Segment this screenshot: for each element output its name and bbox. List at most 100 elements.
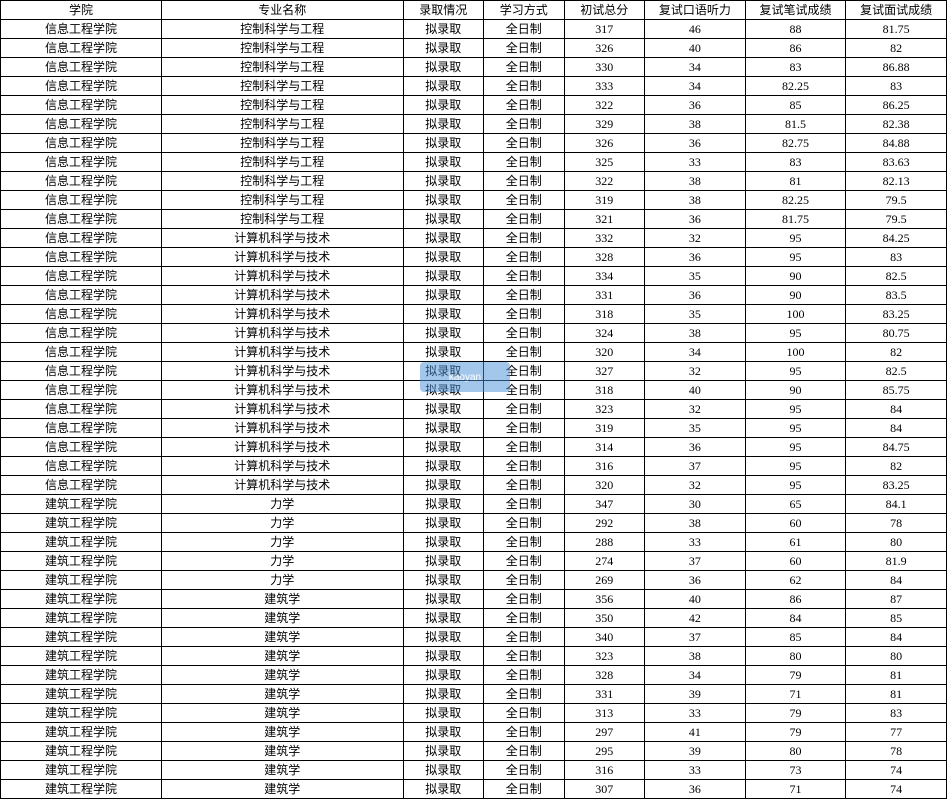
table-cell: 计算机科学与技术	[162, 267, 404, 286]
table-cell: 全日制	[484, 780, 565, 799]
table-cell: 拟录取	[403, 685, 484, 704]
table-cell: 79.5	[846, 191, 947, 210]
table-cell: 318	[564, 305, 645, 324]
table-cell: 信息工程学院	[1, 438, 162, 457]
table-cell: 356	[564, 590, 645, 609]
table-cell: 建筑学	[162, 628, 404, 647]
table-cell: 274	[564, 552, 645, 571]
table-cell: 329	[564, 115, 645, 134]
table-cell: 320	[564, 343, 645, 362]
table-cell: 81.9	[846, 552, 947, 571]
table-cell: 36	[645, 210, 746, 229]
table-cell: 84	[846, 400, 947, 419]
table-cell: 力学	[162, 571, 404, 590]
table-cell: 321	[564, 210, 645, 229]
table-cell: 81	[846, 666, 947, 685]
table-cell: 拟录取	[403, 58, 484, 77]
table-cell: 95	[745, 457, 846, 476]
table-cell: 力学	[162, 552, 404, 571]
table-cell: 控制科学与工程	[162, 134, 404, 153]
table-cell: 71	[745, 780, 846, 799]
table-cell: 83	[846, 77, 947, 96]
table-body: 信息工程学院控制科学与工程拟录取全日制317468881.75信息工程学院控制科…	[1, 20, 947, 799]
table-cell: 拟录取	[403, 533, 484, 552]
table-cell: 77	[846, 723, 947, 742]
table-cell: 36	[645, 286, 746, 305]
table-cell: 信息工程学院	[1, 362, 162, 381]
table-cell: 79	[745, 666, 846, 685]
table-cell: 86.88	[846, 58, 947, 77]
table-cell: 建筑工程学院	[1, 723, 162, 742]
table-cell: 347	[564, 495, 645, 514]
admission-table: 学院专业名称录取情况学习方式初试总分复试口语听力复试笔试成绩复试面试成绩 信息工…	[0, 0, 947, 799]
table-cell: 建筑工程学院	[1, 609, 162, 628]
table-cell: 全日制	[484, 476, 565, 495]
column-header-4: 初试总分	[564, 1, 645, 20]
table-row: 信息工程学院计算机科学与技术拟录取全日制3203410082	[1, 343, 947, 362]
table-cell: 82.13	[846, 172, 947, 191]
table-cell: 350	[564, 609, 645, 628]
table-row: 信息工程学院计算机科学与技术拟录取全日制3183510083.25	[1, 305, 947, 324]
table-cell: 61	[745, 533, 846, 552]
table-cell: 计算机科学与技术	[162, 362, 404, 381]
table-cell: 建筑工程学院	[1, 666, 162, 685]
table-cell: 力学	[162, 533, 404, 552]
table-cell: 269	[564, 571, 645, 590]
table-cell: 信息工程学院	[1, 153, 162, 172]
table-cell: 83	[846, 704, 947, 723]
table-row: 信息工程学院计算机科学与技术拟录取全日制324389580.75	[1, 324, 947, 343]
table-cell: 83.25	[846, 305, 947, 324]
table-cell: 全日制	[484, 362, 565, 381]
table-cell: 信息工程学院	[1, 343, 162, 362]
table-cell: 40	[645, 381, 746, 400]
table-cell: 324	[564, 324, 645, 343]
table-row: 信息工程学院控制科学与工程拟录取全日制326408682	[1, 39, 947, 58]
table-cell: 80	[745, 647, 846, 666]
table-cell: 38	[645, 172, 746, 191]
table-cell: 331	[564, 685, 645, 704]
table-cell: 全日制	[484, 723, 565, 742]
table-cell: 计算机科学与技术	[162, 457, 404, 476]
table-cell: 全日制	[484, 115, 565, 134]
table-row: 建筑工程学院建筑学拟录取全日制297417977	[1, 723, 947, 742]
table-cell: 38	[645, 324, 746, 343]
table-row: 建筑工程学院建筑学拟录取全日制295398078	[1, 742, 947, 761]
table-cell: 建筑学	[162, 704, 404, 723]
table-cell: 84	[846, 571, 947, 590]
table-cell: 36	[645, 780, 746, 799]
table-cell: 力学	[162, 514, 404, 533]
table-cell: 计算机科学与技术	[162, 286, 404, 305]
table-cell: 87	[846, 590, 947, 609]
table-cell: 95	[745, 362, 846, 381]
table-row: 信息工程学院控制科学与工程拟录取全日制317468881.75	[1, 20, 947, 39]
header-row: 学院专业名称录取情况学习方式初试总分复试口语听力复试笔试成绩复试面试成绩	[1, 1, 947, 20]
table-cell: 60	[745, 552, 846, 571]
table-cell: 32	[645, 229, 746, 248]
table-cell: 46	[645, 20, 746, 39]
table-cell: 全日制	[484, 552, 565, 571]
table-cell: 信息工程学院	[1, 476, 162, 495]
table-cell: 95	[745, 419, 846, 438]
table-cell: 拟录取	[403, 381, 484, 400]
table-cell: 拟录取	[403, 229, 484, 248]
table-cell: 力学	[162, 495, 404, 514]
table-cell: 326	[564, 39, 645, 58]
table-row: 信息工程学院计算机科学与技术拟录取全日制331369083.5	[1, 286, 947, 305]
table-row: 建筑工程学院建筑学拟录取全日制331397181	[1, 685, 947, 704]
table-cell: 100	[745, 305, 846, 324]
table-cell: 95	[745, 438, 846, 457]
table-cell: 拟录取	[403, 609, 484, 628]
table-cell: 拟录取	[403, 134, 484, 153]
table-cell: 79	[745, 723, 846, 742]
table-cell: 拟录取	[403, 286, 484, 305]
table-cell: 信息工程学院	[1, 419, 162, 438]
table-row: 信息工程学院计算机科学与技术拟录取全日制318409085.75	[1, 381, 947, 400]
table-cell: 82	[846, 343, 947, 362]
table-cell: 拟录取	[403, 419, 484, 438]
table-cell: 全日制	[484, 419, 565, 438]
table-cell: 318	[564, 381, 645, 400]
table-cell: 35	[645, 305, 746, 324]
table-cell: 全日制	[484, 590, 565, 609]
table-cell: 建筑工程学院	[1, 742, 162, 761]
column-header-1: 专业名称	[162, 1, 404, 20]
